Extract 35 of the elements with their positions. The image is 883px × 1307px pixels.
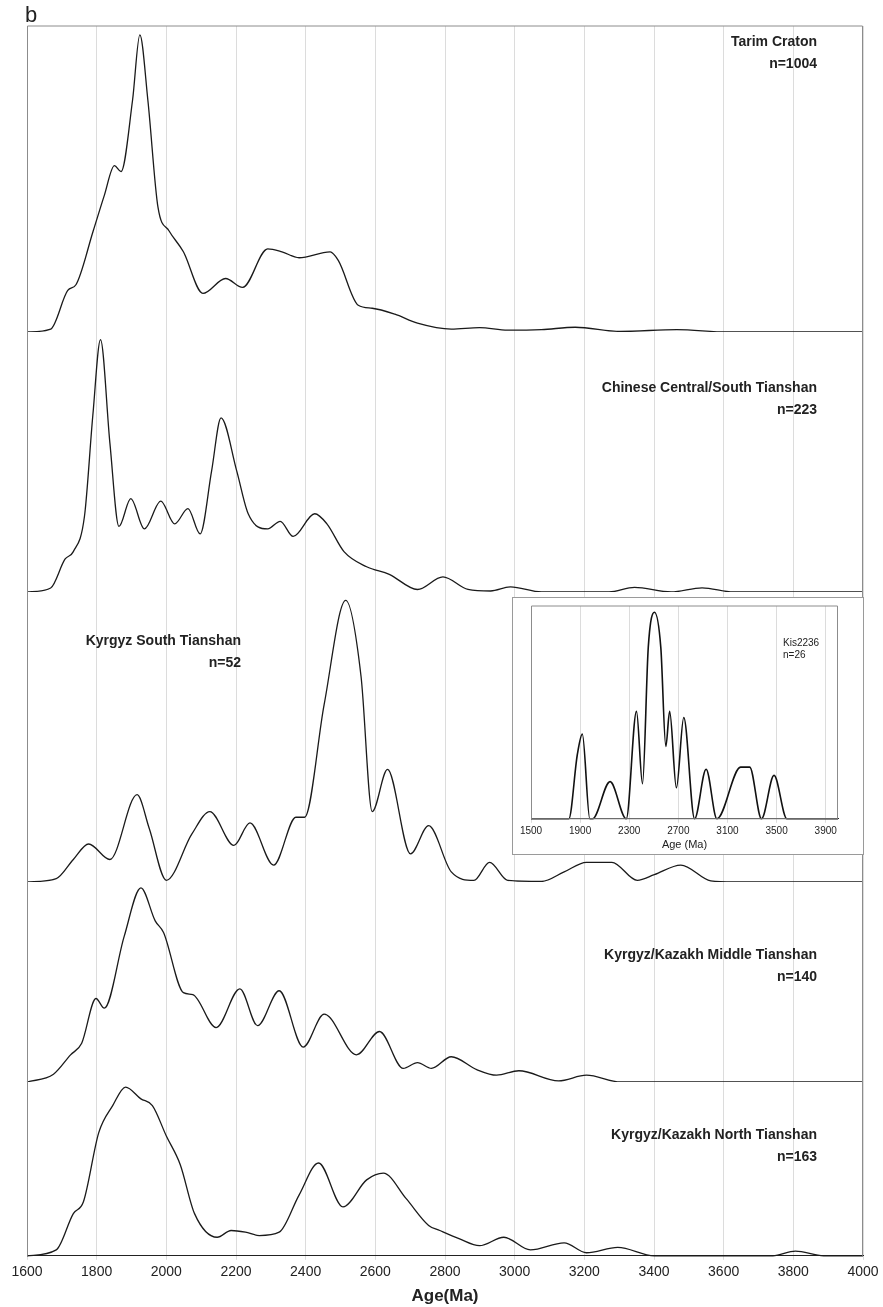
x-tick-label: 3100 — [716, 824, 740, 836]
text: Kyrgyz/Kazakh North Tianshan — [611, 1125, 817, 1142]
x-axis-title: Age(Ma) — [411, 1286, 479, 1306]
x-tick-label: 3400 — [638, 1263, 670, 1280]
x-tick-label: 3600 — [708, 1263, 740, 1280]
x-tick-label: 3900 — [814, 824, 838, 836]
text: n=140 — [776, 967, 818, 984]
text: n=223 — [776, 400, 818, 417]
x-tick-label: 1900 — [568, 824, 592, 836]
text: Kis2236 — [783, 636, 820, 648]
x-tick-label: 2600 — [359, 1263, 392, 1280]
x-tick-label: 1600 — [11, 1263, 43, 1280]
x-tick-label: 2000 — [150, 1263, 183, 1280]
text: n=1004 — [769, 54, 818, 71]
x-tick-label: 3200 — [568, 1263, 601, 1280]
text: Kyrgyz/Kazakh Middle Tianshan — [604, 945, 817, 962]
x-tick-label: 1500 — [519, 824, 543, 836]
x-tick-label: 3800 — [777, 1263, 810, 1280]
x-tick-label: 2700 — [667, 824, 690, 836]
x-axis-title: Age (Ma) — [661, 838, 708, 851]
text: Chinese Central/South Tianshan — [601, 378, 817, 395]
x-tick-label: 1800 — [81, 1263, 113, 1280]
text: b — [25, 2, 38, 27]
text: n=26 — [783, 648, 806, 660]
text: Kyrgyz South Tianshan — [85, 631, 241, 648]
x-tick-label: 2400 — [290, 1263, 322, 1280]
x-tick-label: 3500 — [765, 824, 789, 836]
x-tick-label: 2200 — [220, 1263, 252, 1280]
chart-title: Tarim Craton — [730, 32, 817, 49]
x-tick-label: 2300 — [618, 824, 641, 836]
text: n=52 — [208, 653, 242, 670]
x-tick-label: 3000 — [499, 1263, 531, 1280]
x-tick-label: 2800 — [429, 1263, 461, 1280]
x-tick-label: 4000 — [847, 1263, 879, 1280]
text: n=163 — [776, 1147, 818, 1164]
